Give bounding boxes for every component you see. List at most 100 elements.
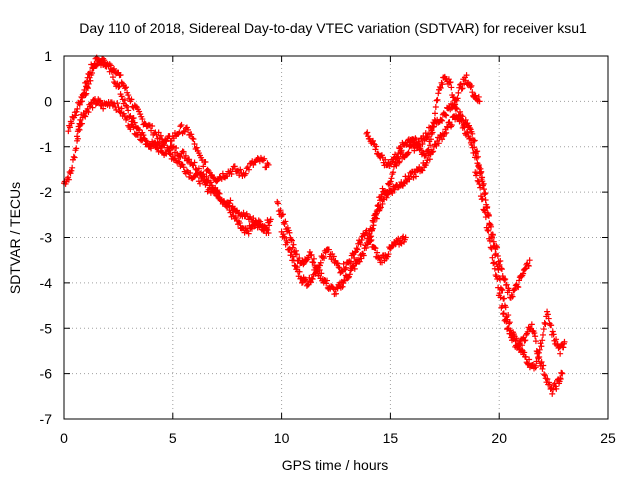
data-point: [125, 107, 132, 114]
data-point: [245, 166, 252, 173]
data-point: [72, 112, 79, 119]
data-point: [208, 185, 215, 192]
data-point: [296, 268, 303, 275]
data-point: [294, 264, 301, 271]
data-point: [451, 97, 458, 104]
data-point: [372, 211, 379, 218]
data-point: [393, 154, 400, 161]
data-point: [485, 227, 492, 234]
data-point: [482, 214, 489, 221]
data-point: [424, 147, 431, 154]
data-point: [490, 260, 497, 267]
data-point: [467, 135, 474, 142]
data-point: [368, 227, 375, 234]
data-point: [385, 251, 392, 258]
data-point: [550, 331, 557, 338]
data-point: [96, 98, 103, 105]
data-point: [155, 129, 162, 136]
data-point: [424, 133, 431, 140]
data-point: [318, 270, 325, 277]
data-point: [497, 257, 504, 264]
data-point: [473, 170, 480, 177]
data-point: [180, 148, 187, 155]
data-point: [368, 237, 375, 244]
data-point: [509, 293, 516, 300]
data-point: [486, 237, 493, 244]
data-point: [489, 232, 496, 239]
data-point: [536, 346, 543, 353]
data-point: [476, 181, 483, 188]
data-point: [136, 127, 143, 134]
data-point: [264, 226, 271, 233]
series-track-5: [278, 227, 409, 289]
data-point: [333, 290, 339, 297]
data-point: [538, 358, 545, 365]
data-point: [372, 245, 379, 252]
data-point: [539, 331, 546, 338]
data-point: [191, 159, 198, 166]
data-point: [395, 150, 402, 157]
data-point: [115, 104, 122, 111]
data-point: [430, 148, 437, 155]
data-point: [136, 108, 143, 115]
data-point: [491, 265, 498, 272]
y-tick-label: 1: [44, 48, 52, 64]
data-point: [85, 80, 92, 87]
y-tick-label: -7: [40, 411, 53, 427]
data-point: [388, 175, 395, 182]
data-point: [130, 124, 137, 131]
data-point: [216, 190, 223, 197]
data-point: [229, 203, 236, 210]
data-point: [293, 247, 300, 254]
data-point: [347, 258, 354, 265]
data-point: [423, 134, 430, 141]
data-point: [369, 137, 376, 144]
data-point: [83, 90, 90, 97]
series-track-8: [472, 169, 568, 372]
data-point: [66, 124, 73, 131]
data-point: [438, 117, 445, 124]
data-point: [373, 215, 380, 222]
data-point: [195, 165, 202, 172]
x-tick-label: 10: [274, 430, 290, 446]
data-point: [309, 275, 316, 282]
data-point: [433, 97, 440, 104]
data-point: [553, 336, 560, 343]
data-point: [68, 167, 75, 174]
data-point: [286, 245, 293, 252]
data-point: [187, 169, 194, 176]
data-point: [191, 140, 198, 147]
data-point: [89, 70, 96, 77]
data-point: [84, 83, 91, 90]
data-point: [442, 111, 449, 118]
data-point: [384, 188, 391, 195]
data-point: [469, 89, 476, 96]
data-point: [374, 249, 381, 256]
data-point: [307, 279, 314, 286]
data-point: [471, 144, 478, 151]
data-point: [505, 325, 512, 332]
x-tick-label: 0: [60, 430, 68, 446]
data-point: [244, 164, 251, 171]
data-point: [280, 231, 287, 238]
data-point: [288, 236, 295, 243]
data-point: [351, 265, 358, 272]
x-tick-label: 20: [491, 430, 507, 446]
data-point: [104, 61, 111, 68]
data-point: [549, 390, 556, 397]
data-point: [193, 170, 200, 177]
data-point: [185, 126, 192, 133]
data-point: [124, 114, 131, 121]
data-point: [487, 221, 494, 228]
data-point: [549, 328, 556, 335]
data-point: [455, 89, 462, 96]
data-point: [300, 261, 307, 268]
data-point: [494, 276, 501, 283]
data-point: [532, 338, 539, 345]
data-point: [397, 239, 404, 246]
data-point: [364, 241, 371, 248]
data-point: [544, 375, 551, 382]
data-point: [157, 132, 164, 139]
data-point: [561, 338, 568, 345]
data-point: [92, 55, 99, 62]
